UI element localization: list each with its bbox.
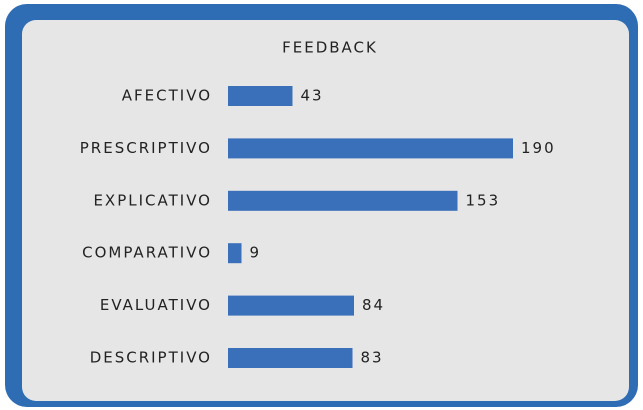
category-label: EXPLICATIVO [93, 191, 212, 209]
value-label: 190 [521, 139, 556, 157]
value-label: 9 [250, 244, 262, 262]
chart-title: FEEDBACK [282, 39, 378, 57]
bar [228, 190, 458, 211]
value-label: 43 [301, 87, 324, 105]
category-label: DESCRIPTIVO [90, 349, 212, 367]
value-label: 84 [362, 296, 385, 314]
bar [228, 348, 353, 368]
value-label: 83 [361, 349, 384, 367]
bar [228, 295, 354, 316]
bar [228, 86, 293, 106]
bar [228, 138, 513, 159]
value-label: 153 [466, 191, 501, 209]
bar [228, 243, 242, 264]
category-label: COMPARATIVO [82, 244, 212, 262]
category-label: EVALUATIVO [100, 296, 212, 314]
category-label: PRESCRIPTIVO [80, 139, 212, 157]
category-label: AFECTIVO [122, 87, 212, 105]
